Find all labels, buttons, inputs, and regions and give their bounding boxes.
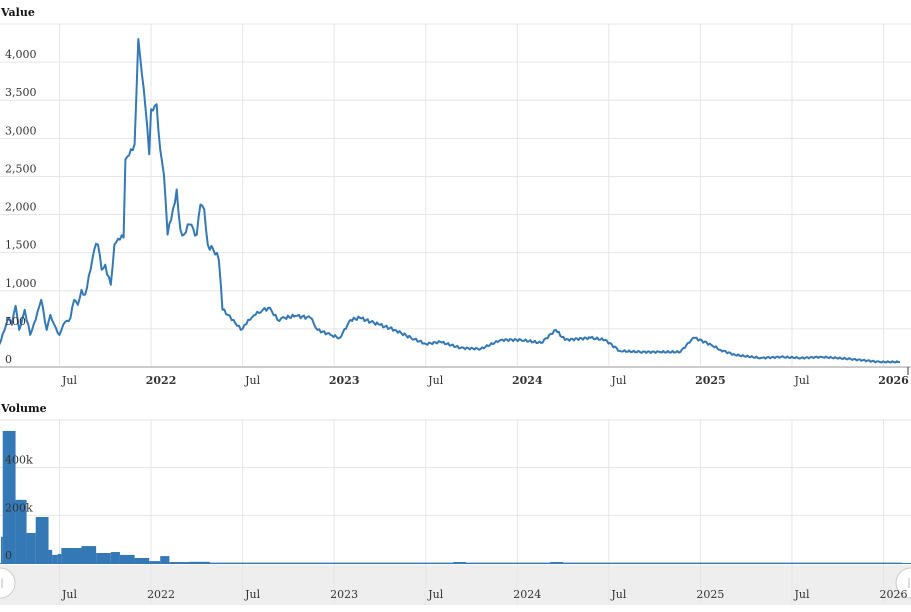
volume-bar[interactable]	[52, 554, 58, 563]
y-tick-label: 1,500	[5, 239, 37, 252]
x-tick-label: 2022	[146, 374, 177, 387]
volume-bar[interactable]	[453, 562, 467, 563]
y-tick-label: 1,000	[5, 277, 37, 290]
volume-bar[interactable]	[169, 562, 190, 563]
x-tick-label: 2026	[878, 374, 909, 387]
volume-bar[interactable]	[15, 499, 27, 563]
volume-bar[interactable]	[134, 557, 150, 563]
y-tick-label: 2,000	[5, 201, 37, 214]
volume-bar[interactable]	[61, 547, 82, 563]
navigator-tick-label: Jul	[610, 588, 626, 601]
volume-bar[interactable]	[149, 561, 161, 563]
navigator-tick-label: 2025	[696, 588, 724, 601]
x-tick-label: Jul	[427, 374, 443, 387]
navigator-tick-label: 2022	[147, 588, 175, 601]
navigator-tick-label: Jul	[793, 588, 809, 601]
navigator[interactable]	[0, 565, 911, 605]
x-tick-label: Jul	[793, 374, 809, 387]
volume-bar[interactable]	[48, 549, 53, 563]
volume-panel-title: Volume	[0, 402, 47, 415]
volume-bar[interactable]	[0, 536, 3, 563]
y-tick-label: 500	[5, 315, 26, 328]
navigator-handle-left[interactable]	[0, 567, 16, 599]
y-tick-label: 0	[5, 353, 12, 366]
x-tick-label: Jul	[61, 374, 77, 387]
y-tick-label: 0	[5, 549, 12, 562]
y-tick-label: 200k	[5, 501, 33, 514]
volume-bar[interactable]	[189, 561, 210, 563]
value-series-line[interactable]	[0, 38, 901, 364]
x-tick-label: 2024	[512, 374, 543, 387]
x-tick-label: Jul	[610, 374, 626, 387]
navigator-handle-right[interactable]	[895, 567, 911, 599]
volume-bar[interactable]	[35, 517, 49, 563]
volume-bar[interactable]	[96, 552, 111, 563]
navigator-tick-label: Jul	[61, 588, 77, 601]
y-tick-label: 4,000	[5, 48, 37, 61]
volume-bar[interactable]	[550, 562, 564, 563]
y-tick-label: 3,000	[5, 124, 37, 137]
value-panel-title: Value	[0, 6, 35, 19]
y-tick-label: 400k	[5, 454, 33, 467]
volume-bar[interactable]	[110, 552, 120, 563]
navigator-tick-label: 2023	[330, 588, 358, 601]
volume-bar[interactable]	[119, 554, 135, 563]
volume-bar[interactable]	[160, 556, 170, 563]
volume-bar[interactable]	[81, 546, 97, 563]
navigator-tick-label: 2024	[513, 588, 541, 601]
x-tick-label: Jul	[244, 374, 260, 387]
volume-bar[interactable]	[26, 532, 36, 563]
x-tick-label: 2025	[695, 374, 726, 387]
y-tick-label: 3,500	[5, 86, 37, 99]
navigator-tick-label: Jul	[427, 588, 443, 601]
x-tick-label: 2023	[329, 374, 360, 387]
navigator-tick-label: Jul	[244, 588, 260, 601]
volume-bar[interactable]	[57, 553, 62, 563]
y-tick-label: 2,500	[5, 162, 37, 175]
volume-bar[interactable]	[2, 430, 16, 563]
navigator-tick-label: 2026	[880, 588, 908, 601]
